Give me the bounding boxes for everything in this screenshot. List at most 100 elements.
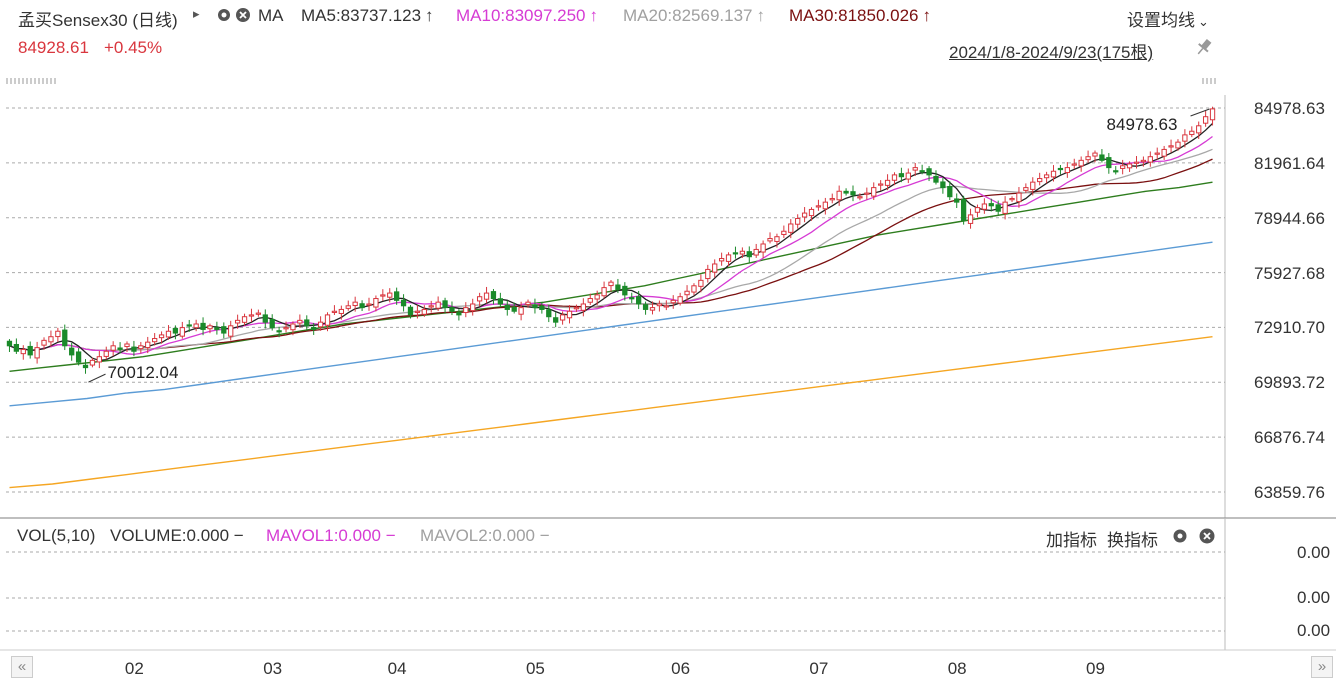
candle-body [587,298,593,303]
candle-body [988,203,994,207]
candle-body [698,279,704,287]
mavol1-dash: − [385,526,396,545]
candle-body [359,303,365,309]
candle-body [463,307,469,314]
candle-body [1092,152,1098,157]
date-range[interactable]: 2024/1/8-2024/9/23(175根) [949,43,1154,62]
candle-body [801,212,808,218]
ma10-arrow: ↑ [589,6,599,25]
candle-body [145,341,151,349]
candle-body [324,314,331,326]
candle-body [1168,145,1174,148]
y-tick-label: 75927.68 [1254,263,1325,283]
candle-body [110,345,116,351]
candle-body [622,285,628,296]
candle-body [221,326,227,334]
scroll-left-button[interactable]: « [11,656,33,678]
candle-body [1078,159,1084,167]
candle-body [228,325,234,337]
play-icon[interactable]: ▸ [193,6,200,21]
candle-body [290,323,296,331]
candle-body [1154,152,1160,155]
y-tick-label: 78944.66 [1254,208,1325,228]
candle-body [152,338,158,343]
candle-body [483,292,490,300]
candle-body [1202,116,1209,124]
candle-body [905,172,911,180]
ma-settings-button[interactable]: 设置均线 ⌄ [1127,11,1209,30]
candle-body [760,243,766,253]
candle-body [649,307,656,311]
candle-body [553,317,559,323]
candle-body [981,203,988,210]
candle-body [746,251,752,258]
candle-body [1113,170,1119,173]
candle-body [48,336,54,343]
candle-body [214,327,220,330]
ma20-arrow: ↑ [756,6,766,25]
candle-body [739,250,746,255]
candle-body [421,308,427,315]
mavol1-value: MAVOL1:0.000 − [266,526,396,545]
high-marker-arrow [1190,108,1210,117]
candle-body [974,207,981,213]
scroll-right-button[interactable]: » [1311,656,1333,678]
candle-body [311,327,317,330]
candle-body [684,290,690,296]
candle-body [1002,201,1008,214]
candle-body [428,305,434,308]
x-tick-label: 04 [387,659,407,678]
candle-body [546,309,552,318]
candle-body [967,214,974,224]
ma20-value: MA20:82569.137 ↑ [623,6,766,25]
x-tick-label: 06 [671,659,691,678]
candle-body [82,364,89,369]
candle-body [476,296,483,302]
vol-y-tick: 0.00 [1297,621,1331,640]
candle-body [878,183,884,186]
candle-body [131,346,137,352]
candle-body [829,198,835,201]
switch-indicator-button[interactable]: 换指标 [1107,531,1158,550]
candle-body [691,285,697,293]
candle-body [304,319,310,327]
candle-body [995,204,1001,212]
candle-body [518,307,524,315]
candle-body [394,291,400,301]
candle-body [871,187,877,197]
candle-body [96,356,102,363]
candle-body [1140,159,1147,163]
candle-body [1126,163,1133,169]
candle-body [960,198,967,221]
candle-body [940,181,946,189]
candle-body [1071,163,1077,166]
candle-body [255,312,262,315]
y-tick-label: 72910.70 [1254,318,1325,338]
candle-body [705,268,711,280]
y-tick-label: 66876.74 [1254,428,1325,448]
ma120-line [9,241,1213,407]
candle-body [34,347,40,359]
candle-body [442,300,448,309]
x-tick-label: 09 [1086,659,1105,678]
ma20-line [9,148,1213,352]
candle-body [926,168,932,176]
candle-body [449,307,455,312]
candle-body [317,321,324,328]
candle-body [884,179,891,186]
candle-body [13,343,20,352]
add-indicator-button[interactable]: 加指标 [1046,531,1097,550]
candle-body [1064,167,1070,174]
candle-body [580,303,586,311]
candle-body [55,330,61,338]
candle-body [435,301,441,309]
candle-body [345,305,351,309]
candle-body [89,359,96,366]
y-tick-label: 63859.76 [1254,483,1325,502]
candle-body [20,348,26,355]
candle-body [1030,181,1036,190]
ma60-line [9,181,1213,372]
candle-body [380,294,386,297]
candle-body [1057,167,1064,171]
